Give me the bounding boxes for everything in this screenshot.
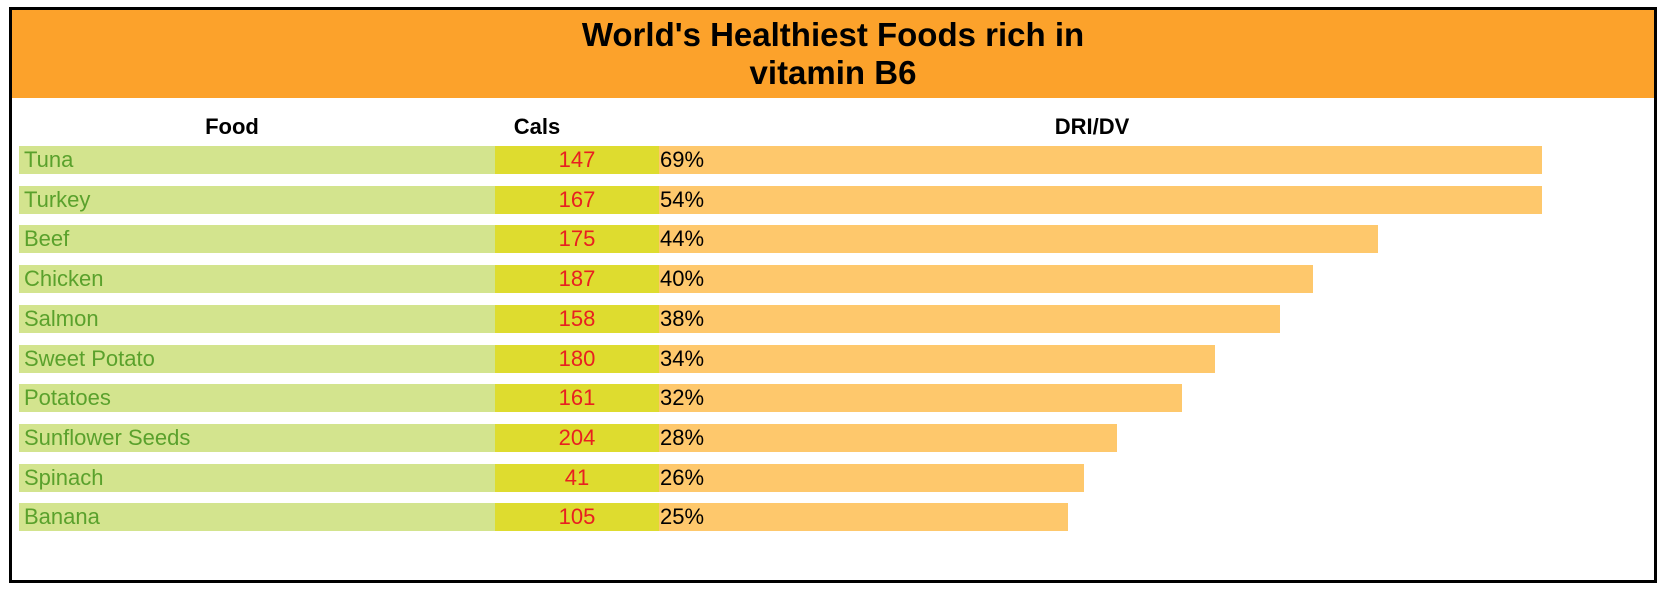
table-row: Spinach 41 26% <box>12 463 1654 492</box>
dri-bar <box>659 384 1183 413</box>
table-row: Banana 105 25% <box>12 503 1654 532</box>
table-body: Tuna 147 69% Turkey 167 54% Beef 175 44% Chicken 1… <box>12 10 1654 580</box>
dri-label: 69% <box>660 147 705 172</box>
chart-frame: World's Healthiest Foods rich in vitamin… <box>9 7 1657 583</box>
title-band: World's Healthiest Foods rich in vitamin… <box>12 10 1654 98</box>
food-cell: Banana <box>19 503 495 532</box>
dri-label: 25% <box>660 504 705 530</box>
food-cell: Tuna <box>19 146 495 174</box>
cals-cell: 105 <box>495 503 659 532</box>
cals-cell: 175 <box>495 225 659 254</box>
chart-title: World's Healthiest Foods rich in vitamin… <box>581 16 1085 91</box>
dri-bar <box>659 265 1314 294</box>
dri-label: 26% <box>660 464 705 490</box>
food-cell: Sunflower Seeds <box>19 423 495 452</box>
table-row: Chicken 187 40% <box>12 265 1654 294</box>
food-cell: Spinach <box>19 463 495 492</box>
cals-cell: 158 <box>495 304 659 333</box>
dri-bar <box>659 225 1379 254</box>
dri-label: 28% <box>660 424 705 450</box>
cals-cell: 187 <box>495 265 659 294</box>
table-row: Potatoes 161 32% <box>12 384 1654 413</box>
header-cals: Cals <box>513 114 561 139</box>
table-row: Beef 175 44% <box>12 225 1654 254</box>
food-cell: Turkey <box>19 185 495 214</box>
dri-label: 38% <box>660 305 705 331</box>
dri-bar <box>659 463 1085 492</box>
cals-cell: 41 <box>495 463 659 492</box>
dri-bar <box>659 304 1281 333</box>
cals-cell: 161 <box>495 384 659 413</box>
dri-bar <box>659 423 1117 452</box>
food-cell: Beef <box>19 225 495 254</box>
table-row: Sweet Potato 180 34% <box>12 344 1654 373</box>
table-row: Salmon 158 38% <box>12 304 1654 333</box>
header-food: Food <box>205 114 259 139</box>
dri-label: 34% <box>660 345 705 371</box>
header-dri-dv: DRI/DV <box>1054 114 1130 139</box>
food-cell: Salmon <box>19 304 495 333</box>
table-row: Sunflower Seeds 204 28% <box>12 423 1654 452</box>
dri-label: 40% <box>660 266 705 292</box>
dri-bar <box>659 344 1215 373</box>
table-row: Tuna 147 69% <box>12 146 1654 174</box>
dri-bar <box>659 146 1542 174</box>
dri-label: 54% <box>660 186 705 212</box>
cals-cell: 167 <box>495 185 659 214</box>
food-cell: Chicken <box>19 265 495 294</box>
dri-bar <box>659 503 1068 532</box>
cals-cell: 180 <box>495 344 659 373</box>
dri-label: 32% <box>660 385 705 411</box>
food-cell: Sweet Potato <box>19 344 495 373</box>
cals-cell: 204 <box>495 423 659 452</box>
dri-bar <box>659 185 1542 214</box>
cals-cell: 147 <box>495 146 659 174</box>
dri-label: 44% <box>660 226 705 252</box>
table-row: Turkey 167 54% <box>12 185 1654 214</box>
food-cell: Potatoes <box>19 384 495 413</box>
